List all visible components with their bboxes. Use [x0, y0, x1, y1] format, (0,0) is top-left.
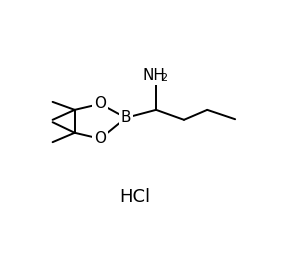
- Text: O: O: [94, 131, 106, 146]
- Text: O: O: [94, 96, 106, 111]
- Text: 2: 2: [160, 73, 167, 83]
- Text: B: B: [121, 110, 131, 125]
- Text: HCl: HCl: [120, 188, 151, 206]
- Text: NH: NH: [142, 68, 165, 83]
